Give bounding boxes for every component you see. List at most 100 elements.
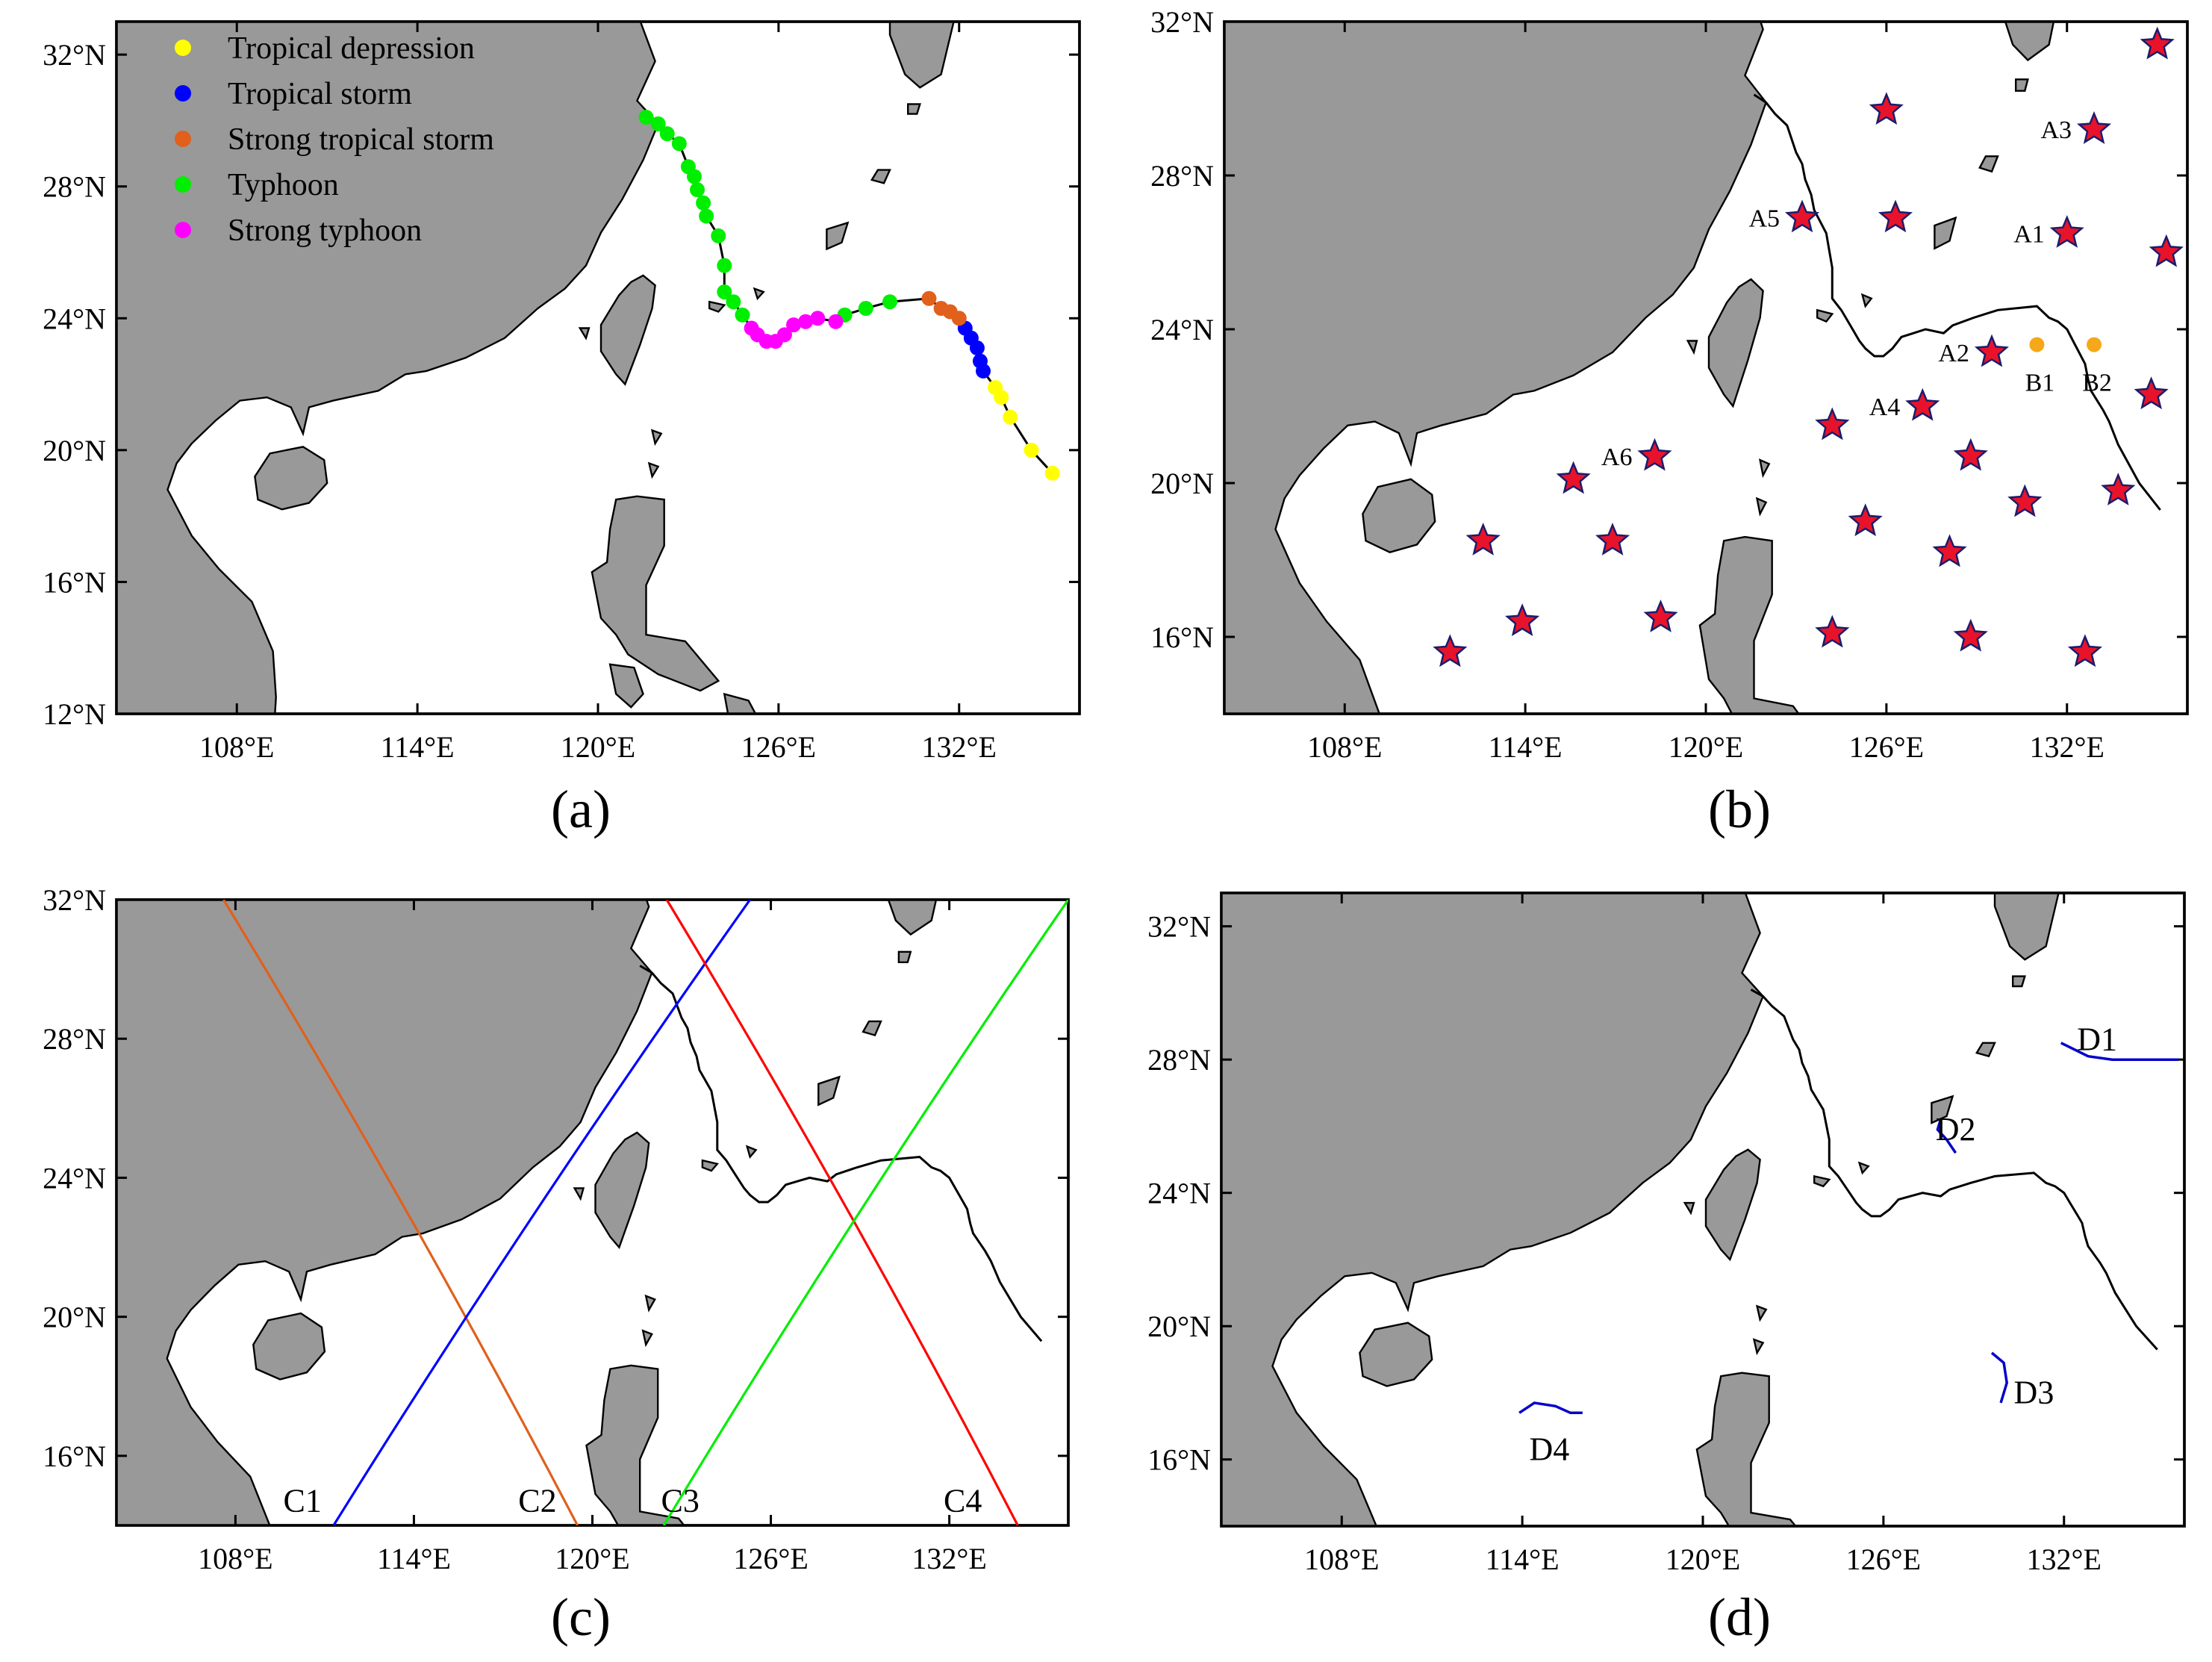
station-star — [2007, 484, 2043, 517]
lat-tick-label: 12°N — [43, 697, 106, 731]
land-taiwan — [594, 1131, 650, 1249]
altimeter-track — [222, 900, 579, 1525]
land-samar — [723, 692, 757, 714]
lat-tick-label: 16°N — [43, 565, 106, 599]
station-star — [1953, 438, 1988, 471]
legend-swatch — [175, 40, 191, 56]
altimeter-track-label: C1 — [284, 1482, 322, 1519]
track-point — [786, 317, 802, 333]
lon-tick-label: 108°E — [198, 1542, 272, 1575]
land-miyako — [753, 287, 765, 301]
land-taiwan — [599, 274, 656, 386]
land-taiwan — [1707, 278, 1764, 408]
station-star — [1878, 199, 1913, 233]
drifter-path — [2060, 1042, 2178, 1061]
altimeter-track-label: C4 — [944, 1482, 982, 1519]
station-label: A4 — [1869, 393, 1901, 421]
lon-tick-label: 132°E — [912, 1542, 986, 1575]
legend-swatch — [175, 222, 191, 238]
lat-tick-label: 24°N — [1147, 1177, 1211, 1210]
land-kyushu — [1993, 893, 2060, 961]
land-miyako — [1860, 293, 1873, 308]
land-penghu — [1683, 1201, 1695, 1216]
land-babuyan — [1752, 1338, 1765, 1356]
lon-tick-label: 114°E — [377, 1542, 451, 1575]
land-iriomote — [1816, 308, 1834, 323]
lon-tick-label: 108°E — [199, 730, 274, 764]
land-penghu — [578, 327, 591, 340]
land-miyako — [745, 1145, 758, 1159]
legend-label: Strong tropical storm — [228, 122, 494, 157]
land-layer — [116, 900, 938, 1525]
station-star — [1815, 407, 1850, 441]
land-kyushu — [2004, 22, 2055, 62]
lon-tick-label: 132°E — [2027, 1543, 2102, 1576]
land-samar — [1832, 768, 1878, 833]
land-taiwan — [1704, 1148, 1761, 1262]
track-point — [882, 294, 898, 310]
land-layer — [1221, 893, 2060, 1630]
land-iriomote — [701, 1159, 719, 1172]
land-amami — [862, 1020, 882, 1037]
land-hainan — [252, 1312, 326, 1381]
drifter-path — [1518, 1401, 1583, 1415]
station-star — [2049, 215, 2084, 248]
land-penghu — [573, 1187, 585, 1201]
station-star — [1595, 523, 1630, 555]
lat-tick-label: 16°N — [1147, 1443, 1211, 1477]
land-amami — [870, 169, 891, 184]
station-star — [2101, 473, 2136, 505]
lon-tick-label: 126°E — [741, 730, 816, 764]
track-point — [858, 301, 873, 317]
station-star — [1784, 199, 1820, 233]
legend-label: Typhoon — [228, 168, 339, 202]
buoy-marker — [2029, 337, 2045, 352]
land-yakushima — [2015, 78, 2029, 92]
typhoon-best-track — [1753, 93, 2161, 511]
track-point — [1024, 442, 1039, 458]
land-batanes — [644, 1294, 656, 1313]
station-star — [1643, 600, 1678, 632]
station-star — [2149, 234, 2184, 267]
station-star — [1504, 603, 1540, 637]
panel-a: 108°E 114°E 120°E 126°E 132°E 32°N 28°N 24°N 20°… — [43, 20, 1081, 839]
lon-tick-label: 132°E — [2030, 730, 2104, 764]
drifter-label: D4 — [1530, 1431, 1570, 1467]
lat-tick-label: 32°N — [43, 883, 106, 917]
track-point — [810, 311, 826, 326]
lon-tick-label: 120°E — [561, 730, 635, 764]
station-star — [2077, 111, 2112, 144]
panel-letter: (b) — [1708, 779, 1771, 839]
lon-tick-label: 108°E — [1307, 730, 1382, 764]
drifter-label: D1 — [2077, 1021, 2117, 1057]
panel-letter: (d) — [1708, 1587, 1771, 1647]
altimeter-track-label: C2 — [518, 1482, 556, 1519]
legend-swatch — [175, 176, 191, 193]
panel-c: 108°E 114°E 120°E 126°E 132°E 32°N 28°N 24°N 20°… — [43, 883, 1070, 1647]
legend-swatch — [175, 85, 191, 102]
land-babuyan — [641, 1329, 653, 1348]
land-layer — [116, 22, 955, 714]
track-point — [921, 290, 937, 306]
station-star — [1953, 618, 1988, 652]
station-label: A5 — [1748, 205, 1780, 233]
station-label: A2 — [1938, 340, 1969, 367]
land-samar — [1829, 1573, 1875, 1630]
station-star — [2067, 634, 2103, 667]
track-point — [726, 294, 741, 310]
track-point — [671, 136, 687, 152]
track-point — [798, 314, 814, 329]
drifter-path — [1990, 1351, 2008, 1404]
track-point — [972, 353, 988, 369]
land-layer — [1224, 22, 2055, 833]
lat-tick-label: 20°N — [1147, 1310, 1211, 1343]
track-point — [690, 182, 705, 198]
land-yakushima — [897, 950, 912, 963]
track-point — [717, 258, 732, 273]
track-point — [828, 314, 844, 329]
drifter-path — [1936, 1118, 1957, 1154]
drifter-label: D3 — [2014, 1374, 2054, 1410]
altimeter-track — [332, 900, 751, 1525]
station-star — [1465, 523, 1501, 555]
